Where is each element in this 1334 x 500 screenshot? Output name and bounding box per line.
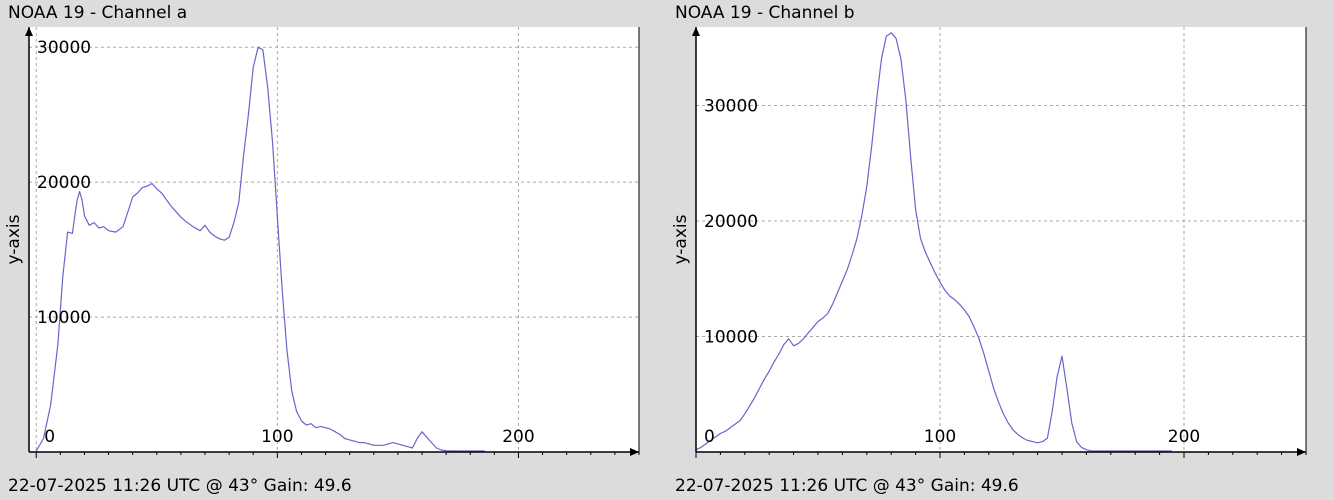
y-axis-arrow xyxy=(692,27,700,36)
channel-a-panel: NOAA 19 - Channel a 0 100 200 10000 20000 300… xyxy=(4,3,640,496)
channel-b-chart: 0 100 200 10000 20000 30000 y-axis xyxy=(671,27,1307,458)
x-tick-label: 200 xyxy=(502,427,534,447)
y-tick-label: 10000 xyxy=(704,328,758,348)
y-tick-label: 30000 xyxy=(37,38,91,58)
x-axis-arrow xyxy=(630,448,639,456)
channel-a-chart: 0 100 200 10000 20000 30000 y-axis xyxy=(4,27,640,458)
x-tick-label: 100 xyxy=(261,427,293,447)
y-axis-label: y-axis xyxy=(671,214,691,264)
plot-area xyxy=(696,27,1306,452)
chart-title: NOAA 19 - Channel b xyxy=(675,3,855,23)
y-tick-label: 10000 xyxy=(37,308,91,328)
chart-title: NOAA 19 - Channel a xyxy=(8,3,188,23)
chart-footer-status: 22-07-2025 11:26 UTC @ 43° Gain: 49.6 xyxy=(8,476,352,496)
series-line xyxy=(695,32,1172,452)
chart-footer-status: 22-07-2025 11:26 UTC @ 43° Gain: 49.6 xyxy=(675,476,1019,496)
y-tick-label: 30000 xyxy=(704,97,758,117)
channel-b-panel: NOAA 19 - Channel b 0 100 200 10000 20000 300… xyxy=(667,0,1334,500)
y-axis-arrow xyxy=(25,27,33,36)
x-axis-arrow xyxy=(1297,448,1306,456)
x-tick-label: 200 xyxy=(1168,427,1200,447)
y-tick-label: 20000 xyxy=(37,173,91,193)
y-axis-label: y-axis xyxy=(4,214,24,264)
x-tick-label: 0 xyxy=(44,427,55,447)
y-tick-label: 20000 xyxy=(704,212,758,232)
x-tick-label: 100 xyxy=(924,427,956,447)
x-tick-label: 0 xyxy=(704,427,715,447)
plot-area xyxy=(29,27,639,452)
series-line xyxy=(35,46,485,452)
